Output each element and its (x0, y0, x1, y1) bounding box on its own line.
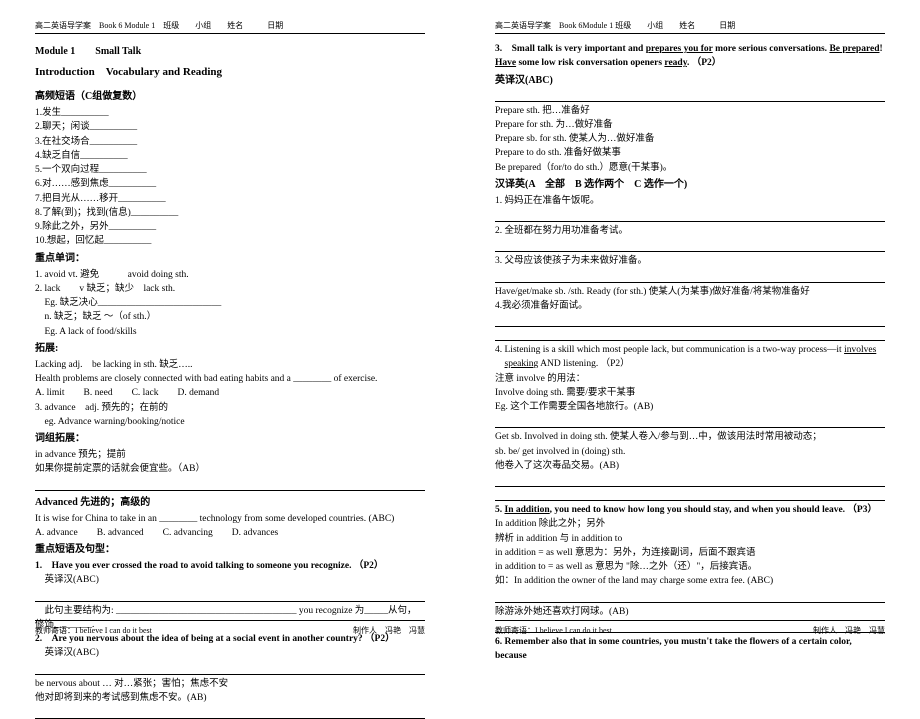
text-line: 他对即将到来的考试感到焦虑不安。(AB) (35, 691, 425, 705)
text-line: Get sb. Involved in doing sth. 使某人卷入/参与到… (495, 430, 885, 444)
footer-motto: 教师寄语：I believe I can do it best (35, 625, 152, 636)
swim-line: 除游泳外她还喜欢打网球。(AB) (495, 605, 885, 619)
text-line: Prepare sth. 把…准备好 (495, 104, 885, 118)
text-line (35, 707, 425, 719)
text-line: In addition 除此之外；另外 (495, 517, 885, 531)
header-right: 高二英语导学案 Book 6Module 1 班级 小组 姓名 日期 (495, 20, 885, 31)
text-line: Health problems are closely connected wi… (35, 372, 425, 386)
section-title: Introduction Vocabulary and Reading (35, 63, 425, 79)
text-line: Eg. 这个工作需要全国各地旅行。(AB) (495, 400, 885, 414)
hr (495, 33, 885, 34)
text-line: 3. 父母应该使孩子为未来做好准备。 (495, 254, 885, 268)
blank (495, 416, 885, 428)
q6: 6. Remember also that in some countries,… (495, 635, 885, 664)
module-title: Module 1 Small Talk (35, 42, 425, 57)
blank (495, 591, 885, 603)
text-line: 4.我必须准备好面试。 (495, 299, 885, 313)
text-line: 注意 involve 的用法： (495, 372, 885, 386)
zdjx-title: 重点短语及句型： (35, 540, 425, 555)
q3: 3. Small talk is very important and prep… (495, 42, 885, 71)
blank (495, 489, 885, 501)
text-line: in addition = as well 意思为：另外，为连接副词，后面不跟宾… (495, 546, 885, 560)
text-line (495, 240, 885, 252)
text-line: Prepare for sth. 为…做好准备 (495, 118, 885, 132)
text-line: Eg. A lack of food/skills (35, 325, 425, 339)
text-line: 3.在社交场合__________ (35, 135, 425, 149)
text-line: 5.一个双向过程__________ (35, 163, 425, 177)
text-line: 1. avoid vt. 避免 avoid doing sth. (35, 268, 425, 282)
text-line: 9.除此之外，另外__________ (35, 220, 425, 234)
text-line: 如：In addition the owner of the land may … (495, 574, 885, 588)
text-line: 1. Have you ever crossed the road to avo… (35, 559, 425, 573)
yyh-title: 英译汉(ABC) (495, 71, 885, 86)
blank (35, 479, 425, 491)
text-line: Prepare to do sth. 准备好做某事 (495, 146, 885, 160)
blank (495, 475, 885, 487)
text-line: 辨析 in addition 与 in addition to (495, 532, 885, 546)
right-page: 高二英语导学案 Book 6Module 1 班级 小组 姓名 日期 3. Sm… (460, 0, 920, 651)
blank (495, 315, 885, 327)
text-line (495, 210, 885, 222)
text-line: eg. Advance warning/booking/notice (35, 415, 425, 429)
footer-left: 教师寄语：I believe I can do it best 制作人 冯艳 冯… (35, 620, 425, 636)
text-line: 1.发生__________ (35, 106, 425, 120)
text-line: n. 缺乏；缺乏 ～（of sth.） (35, 310, 425, 324)
text-line (35, 590, 425, 602)
text-line: A. limit B. need C. lack D. demand (35, 386, 425, 400)
text-line: 英译汉(ABC) (35, 646, 425, 660)
text-line: 1. 妈妈正在准备午饭呢。 (495, 194, 885, 208)
footer-author: 制作人 冯艳 冯慧 (813, 625, 885, 636)
cizu-title: 词组拓展： (35, 429, 425, 444)
text-line: It is wise for China to take in an _____… (35, 512, 425, 526)
text-line: Have/get/make sb. /sth. Ready (for sth.)… (495, 285, 885, 299)
text-line: 英译汉(ABC) (35, 573, 425, 587)
hr (35, 33, 425, 34)
text-line: in advance 预先；提前 (35, 448, 425, 462)
text-line: 4.缺乏自信__________ (35, 149, 425, 163)
text-line: 8.了解(到)；找到(信息)__________ (35, 206, 425, 220)
blank (495, 90, 885, 102)
q5: 5. In addition, you need to know how lon… (495, 503, 885, 517)
text-line: Prepare sb. for sth. 使某人为…做好准备 (495, 132, 885, 146)
text-line: Eg. 缺乏决心__________________________ (35, 296, 425, 310)
text-line: 10.想起，回忆起__________ (35, 234, 425, 248)
adv-title: Advanced 先进的；高级的 (35, 493, 425, 508)
text-line: Involve doing sth. 需要/要求干某事 (495, 386, 885, 400)
text-line: 如果你提前定票的话就会便宜些。（AB） (35, 462, 425, 476)
text-line: 2. lack v 缺乏；缺少 lack sth. (35, 282, 425, 296)
text-line: be nervous about … 对…紧张；害怕；焦虑不安 (35, 677, 425, 691)
text-line: 3. advance adj. 预先的；在前的 (35, 401, 425, 415)
left-page: 高二英语导学案 Book 6 Module 1 班级 小组 姓名 日期 Modu… (0, 0, 460, 651)
text-line: Be prepared（for/to do sth.）愿意(干某事)。 (495, 161, 885, 175)
blank (495, 329, 885, 341)
hyy-title: 汉译英(A 全部 B 选作两个 C 选作一个) (495, 175, 885, 190)
gaopin-title: 高频短语（C组做复数） (35, 87, 425, 102)
q4: 4. Listening is a skill which most peopl… (495, 343, 885, 372)
tuozhan-title: 拓展: (35, 339, 425, 354)
text-line: A. advance B. advanced C. advancing D. a… (35, 526, 425, 540)
text-line: sb. be/ get involved in (doing) sth. (495, 445, 885, 459)
footer-author: 制作人 冯艳 冯慧 (353, 625, 425, 636)
text-line: 7.把目光从……移开__________ (35, 192, 425, 206)
text-line: 2.聊天；闲谈__________ (35, 120, 425, 134)
text-line (35, 663, 425, 675)
text-line: 他卷入了这次毒品交易。(AB) (495, 459, 885, 473)
text-line: 2. 全班都在努力用功准备考试。 (495, 224, 885, 238)
text-line: Lacking adj. be lacking in sth. 缺乏….. (35, 358, 425, 372)
header-left: 高二英语导学案 Book 6 Module 1 班级 小组 姓名 日期 (35, 20, 425, 31)
text-line: 6.对……感到焦虑__________ (35, 177, 425, 191)
text-line (495, 271, 885, 283)
text-line: in addition to = as well as 意思为 "除…之外（还）… (495, 560, 885, 574)
footer-motto: 教师寄语：I believe I can do it best (495, 625, 612, 636)
zhongdian-title: 重点单词： (35, 249, 425, 264)
footer-right: 教师寄语：I believe I can do it best 制作人 冯艳 冯… (495, 620, 885, 636)
